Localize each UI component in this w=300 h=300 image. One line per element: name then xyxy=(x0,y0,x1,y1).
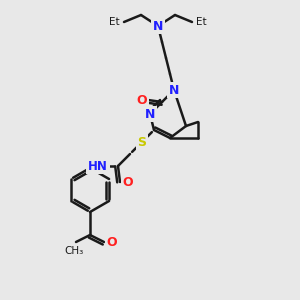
Text: O: O xyxy=(123,176,133,188)
Text: CH₃: CH₃ xyxy=(64,246,84,256)
Text: N: N xyxy=(153,20,163,32)
Text: Et: Et xyxy=(196,17,207,27)
Text: Et: Et xyxy=(110,17,120,27)
Text: N: N xyxy=(169,83,179,97)
Text: O: O xyxy=(107,236,117,248)
Text: HN: HN xyxy=(88,160,108,172)
Text: O: O xyxy=(137,94,147,106)
Text: N: N xyxy=(145,107,155,121)
Text: S: S xyxy=(137,136,146,148)
